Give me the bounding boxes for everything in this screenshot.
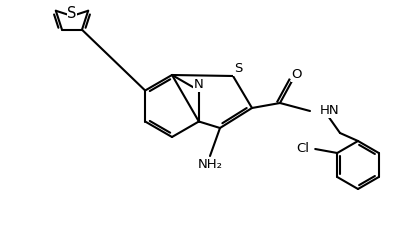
Text: NH₂: NH₂ bbox=[197, 157, 222, 170]
Text: S: S bbox=[234, 63, 242, 76]
Text: S: S bbox=[67, 5, 76, 21]
Text: N: N bbox=[194, 78, 204, 91]
Text: HN: HN bbox=[320, 105, 339, 118]
Text: Cl: Cl bbox=[297, 143, 310, 156]
Text: O: O bbox=[292, 68, 302, 81]
